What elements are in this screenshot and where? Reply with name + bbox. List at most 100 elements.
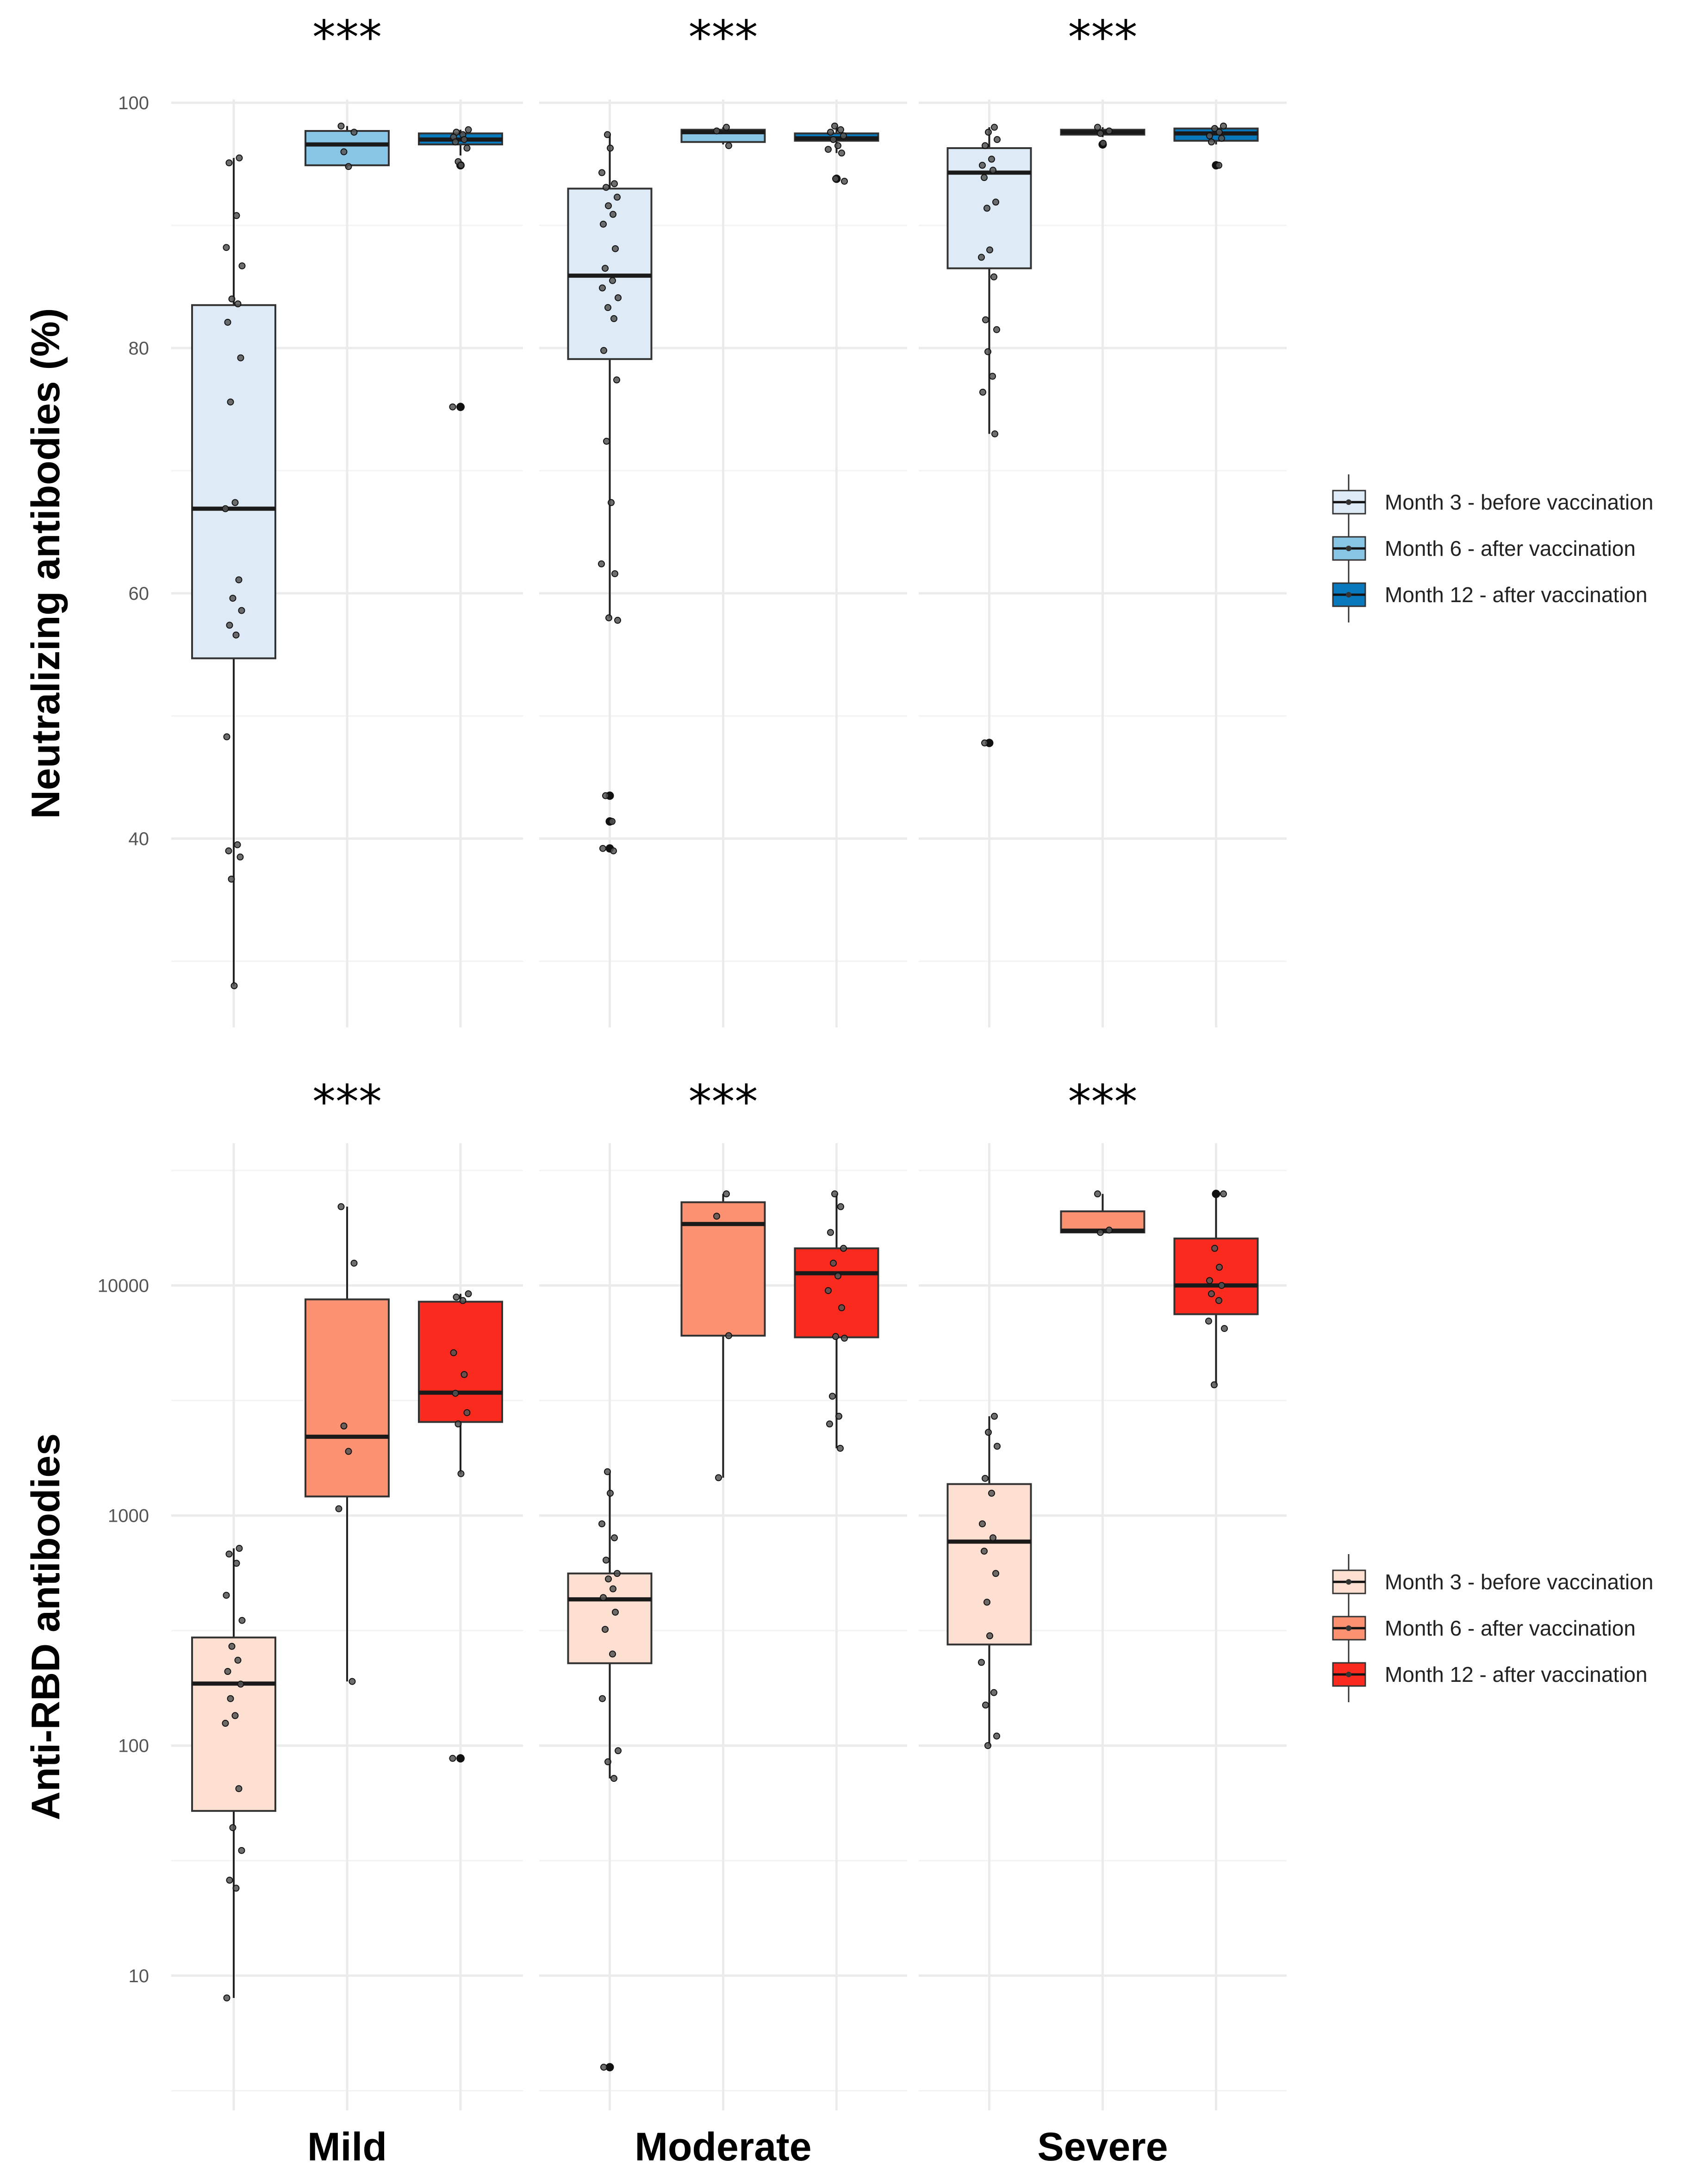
data-point xyxy=(605,1575,612,1583)
y-tick-label: 10 xyxy=(129,1966,149,1986)
y-tick-label: 10000 xyxy=(98,1276,149,1296)
box-mild-series-1 xyxy=(305,1203,390,1685)
data-point xyxy=(1218,1282,1225,1289)
data-point xyxy=(1215,162,1222,169)
data-point xyxy=(1106,1226,1113,1234)
data-point xyxy=(600,220,607,228)
box-body xyxy=(305,130,390,167)
data-point xyxy=(983,1599,990,1606)
data-point xyxy=(990,1689,997,1696)
data-point xyxy=(335,1505,342,1512)
data-point xyxy=(350,129,358,136)
y-axis-title: Neutralizing antibodies (%) xyxy=(24,308,68,819)
box-severe-series-1 xyxy=(1060,124,1145,149)
data-point xyxy=(237,1680,244,1688)
data-point xyxy=(1220,122,1227,130)
outlier-point xyxy=(1212,1189,1220,1198)
data-point xyxy=(452,1389,459,1397)
data-point xyxy=(830,1259,837,1267)
data-point xyxy=(610,211,616,218)
data-point xyxy=(825,146,832,153)
data-point xyxy=(979,1520,986,1528)
data-point xyxy=(226,1877,233,1884)
data-point xyxy=(229,595,236,602)
data-point xyxy=(599,845,606,852)
data-point xyxy=(228,1643,236,1650)
data-point xyxy=(450,1349,457,1356)
data-point xyxy=(986,246,993,254)
data-point xyxy=(825,1287,832,1294)
data-point xyxy=(598,169,605,176)
data-point xyxy=(981,1548,988,1555)
legend-item-1: Month 6 - after vaccination xyxy=(1332,521,1636,576)
data-point xyxy=(1221,1325,1228,1332)
data-point xyxy=(981,739,988,747)
data-point xyxy=(609,818,616,825)
data-point xyxy=(604,304,611,311)
data-point xyxy=(1097,130,1104,137)
data-point xyxy=(982,1475,989,1482)
data-point xyxy=(1215,1297,1222,1304)
y-tick-label: 80 xyxy=(129,338,149,359)
data-point xyxy=(723,1190,730,1198)
data-point xyxy=(603,437,610,445)
data-point xyxy=(713,127,720,135)
legend-label: Month 6 - after vaccination xyxy=(1385,536,1636,560)
data-point xyxy=(841,178,848,185)
legend-key-point xyxy=(1346,1579,1351,1585)
data-point xyxy=(725,1332,732,1339)
x-category-label: Severe xyxy=(1037,2125,1168,2169)
category-axis-labels: Mild Moderate Severe xyxy=(307,2125,1168,2169)
data-point xyxy=(988,1489,995,1497)
data-point xyxy=(1211,1244,1218,1252)
legend-item-0: Month 3 - before vaccination xyxy=(1332,474,1653,530)
data-point xyxy=(607,144,614,152)
box-severe-series-2 xyxy=(1173,122,1259,170)
data-point xyxy=(232,631,240,639)
data-point xyxy=(723,124,730,131)
data-point xyxy=(838,149,845,157)
data-point xyxy=(983,205,990,212)
y-tick-label: 1000 xyxy=(108,1506,149,1526)
legend-item-2: Month 12 - after vaccination xyxy=(1332,1647,1648,1702)
data-point xyxy=(837,1444,844,1452)
significance-label: *** xyxy=(1068,1075,1138,1129)
data-point xyxy=(227,1695,234,1702)
data-point xyxy=(715,1474,722,1481)
data-point xyxy=(228,295,236,303)
data-point xyxy=(233,212,240,219)
data-point xyxy=(992,1570,999,1577)
data-point xyxy=(615,1747,622,1755)
data-point xyxy=(600,2064,607,2071)
data-point xyxy=(986,1632,993,1640)
legend-item-1: Month 6 - after vaccination xyxy=(1332,1600,1636,1656)
data-point xyxy=(235,576,243,584)
data-point xyxy=(452,138,459,146)
data-point xyxy=(1216,129,1223,136)
data-point xyxy=(985,1429,992,1436)
data-point xyxy=(224,1668,231,1675)
data-point xyxy=(841,1334,848,1342)
data-point xyxy=(990,1534,996,1542)
data-point xyxy=(223,1994,230,2002)
box-body xyxy=(191,304,276,660)
data-point xyxy=(237,354,244,361)
data-point xyxy=(1206,1277,1213,1284)
box-moderate-series-1 xyxy=(680,124,766,149)
data-point xyxy=(234,1656,242,1664)
legend-item-0: Month 3 - before vaccination xyxy=(1332,1554,1653,1610)
data-point xyxy=(605,202,612,210)
data-point xyxy=(608,499,615,506)
box-moderate-series-1 xyxy=(680,1190,766,1481)
legend-label: Month 3 - before vaccination xyxy=(1385,490,1653,514)
data-point xyxy=(232,1885,240,1892)
data-point xyxy=(222,1720,229,1727)
box-mild-series-1 xyxy=(305,122,390,170)
outlier-point xyxy=(456,1754,465,1763)
outlier-point xyxy=(605,2063,614,2072)
box-severe-series-0 xyxy=(946,1412,1032,1749)
data-point xyxy=(990,273,997,280)
box-mild-series-0 xyxy=(191,1545,276,2002)
legend-label: Month 12 - after vaccination xyxy=(1385,583,1648,607)
data-point xyxy=(231,499,239,506)
